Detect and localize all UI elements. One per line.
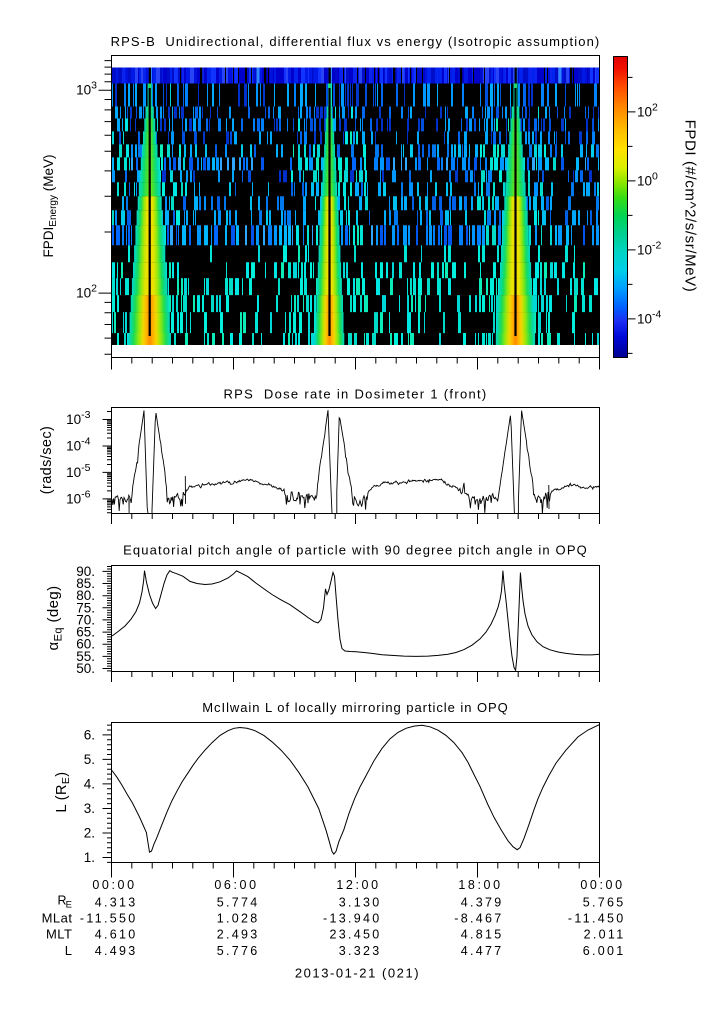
svg-text:-13.940: -13.940 (323, 912, 382, 926)
svg-text:00:00: 00:00 (92, 878, 136, 892)
svg-text:100: 100 (637, 170, 658, 188)
svg-text:4.379: 4.379 (461, 896, 504, 910)
svg-text:70.: 70. (76, 612, 95, 627)
svg-text:Equatorial pitch angle of part: Equatorial pitch angle of particle with … (123, 543, 588, 558)
svg-text:10-4: 10-4 (66, 436, 91, 454)
svg-text:1.: 1. (84, 850, 95, 865)
svg-text:4.313: 4.313 (95, 896, 138, 910)
svg-text:MLT: MLT (46, 927, 73, 942)
svg-text:1.028: 1.028 (217, 912, 260, 926)
svg-text:10-2: 10-2 (637, 239, 662, 257)
svg-text:85.: 85. (76, 576, 95, 591)
svg-text:2.493: 2.493 (217, 928, 260, 942)
svg-text:5.774: 5.774 (217, 896, 260, 910)
svg-text:-11.550: -11.550 (80, 912, 138, 926)
svg-text:06:00: 06:00 (214, 878, 258, 892)
svg-text:6.: 6. (84, 727, 95, 742)
svg-text:2013-01-21 (021): 2013-01-21 (021) (295, 966, 420, 981)
svg-text:10-5: 10-5 (66, 462, 91, 480)
svg-text:(rads/sec): (rads/sec) (39, 426, 55, 494)
svg-text:FPDIEnergy (MeV): FPDIEnergy (MeV) (41, 155, 59, 258)
svg-text:10-4: 10-4 (637, 308, 662, 326)
svg-text:McIlwain L of locally mirrorin: McIlwain L of locally mirroring particle… (202, 700, 508, 715)
svg-text:4.815: 4.815 (461, 928, 504, 942)
svg-text:00:00: 00:00 (580, 878, 624, 892)
svg-text:4.: 4. (84, 776, 95, 791)
svg-text:2.: 2. (84, 826, 95, 841)
svg-text:RPS-B Unidirectional, differe: RPS-B Unidirectional, differential flux … (111, 34, 601, 49)
svg-text:18:00: 18:00 (458, 878, 502, 892)
svg-text:3.130: 3.130 (339, 896, 382, 910)
svg-text:102: 102 (76, 283, 97, 301)
svg-text:10-3: 10-3 (66, 409, 91, 427)
svg-text:10-6: 10-6 (66, 488, 91, 506)
svg-text:MLat: MLat (42, 911, 73, 926)
svg-text:103: 103 (76, 80, 97, 98)
svg-text:E: E (66, 900, 72, 911)
svg-text:5.765: 5.765 (583, 896, 626, 910)
svg-text:6.001: 6.001 (583, 944, 626, 958)
svg-text:5.776: 5.776 (217, 944, 260, 958)
svg-text:23.450: 23.450 (329, 928, 381, 942)
svg-text:4.610: 4.610 (95, 928, 138, 942)
svg-text:RPS Dose rate in Dosimeter 1: RPS Dose rate in Dosimeter 1 (front) (223, 387, 487, 402)
svg-text:3.: 3. (84, 801, 95, 816)
svg-text:4.477: 4.477 (461, 944, 504, 958)
svg-text:5.: 5. (84, 752, 95, 767)
svg-text:60.: 60. (76, 637, 95, 652)
svg-text:L (RE): L (RE) (54, 771, 72, 812)
svg-text:75.: 75. (76, 600, 95, 615)
svg-text:3.323: 3.323 (339, 944, 382, 958)
svg-text:80.: 80. (76, 588, 95, 603)
svg-text:50.: 50. (76, 661, 95, 676)
svg-text:12:00: 12:00 (336, 878, 380, 892)
svg-text:102: 102 (637, 101, 658, 119)
svg-text:-8.467: -8.467 (454, 912, 503, 926)
svg-text:-11.450: -11.450 (568, 912, 626, 926)
svg-text:αEq (deg): αEq (deg) (45, 586, 64, 651)
svg-text:L: L (65, 943, 73, 958)
svg-text:FPDI (#/cm^2/s/sr/MeV): FPDI (#/cm^2/s/sr/MeV) (682, 120, 699, 293)
svg-text:4.493: 4.493 (95, 944, 138, 958)
svg-text:90.: 90. (76, 564, 95, 579)
svg-text:R: R (57, 894, 66, 908)
svg-text:65.: 65. (76, 625, 95, 640)
svg-text:55.: 55. (76, 649, 95, 664)
svg-text:2.011: 2.011 (584, 928, 626, 942)
